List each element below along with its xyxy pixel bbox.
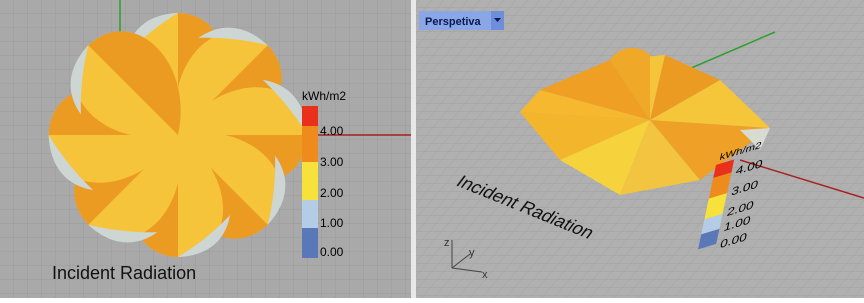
- legend-label: 1.00: [320, 216, 344, 230]
- tab-label[interactable]: Perspetiva: [425, 16, 482, 28]
- caption: Incident Radiation: [52, 263, 196, 283]
- legend-swatch: [302, 106, 318, 126]
- legend-label: 3.00: [320, 155, 344, 169]
- viewport-divider: [411, 0, 416, 298]
- screenshot: kWh/m2 4.00 3.00 2.00 1.00 0.00 Incident…: [0, 0, 864, 298]
- legend-unit: kWh/m2: [302, 89, 346, 103]
- left-viewport: kWh/m2 4.00 3.00 2.00 1.00 0.00 Incident…: [0, 0, 411, 298]
- axis-label: z: [444, 237, 450, 249]
- legend-label: 4.00: [320, 124, 344, 138]
- viewport-tab[interactable]: Perspetiva: [419, 11, 504, 30]
- page: kWh/m2 4.00 3.00 2.00 1.00 0.00 Incident…: [0, 0, 864, 298]
- legend-swatch: [302, 228, 318, 258]
- right-viewport: kWh/m2 4.00 3.00 2.00 1.00 0.00 Incident…: [416, 0, 864, 298]
- legend-label: 2.00: [320, 186, 344, 200]
- legend-swatch: [302, 200, 318, 228]
- legend-swatch: [302, 126, 318, 162]
- legend-swatch: [302, 162, 318, 200]
- axis-label: y: [469, 247, 475, 259]
- axis-label: x: [482, 269, 488, 281]
- legend-label: 0.00: [320, 245, 344, 259]
